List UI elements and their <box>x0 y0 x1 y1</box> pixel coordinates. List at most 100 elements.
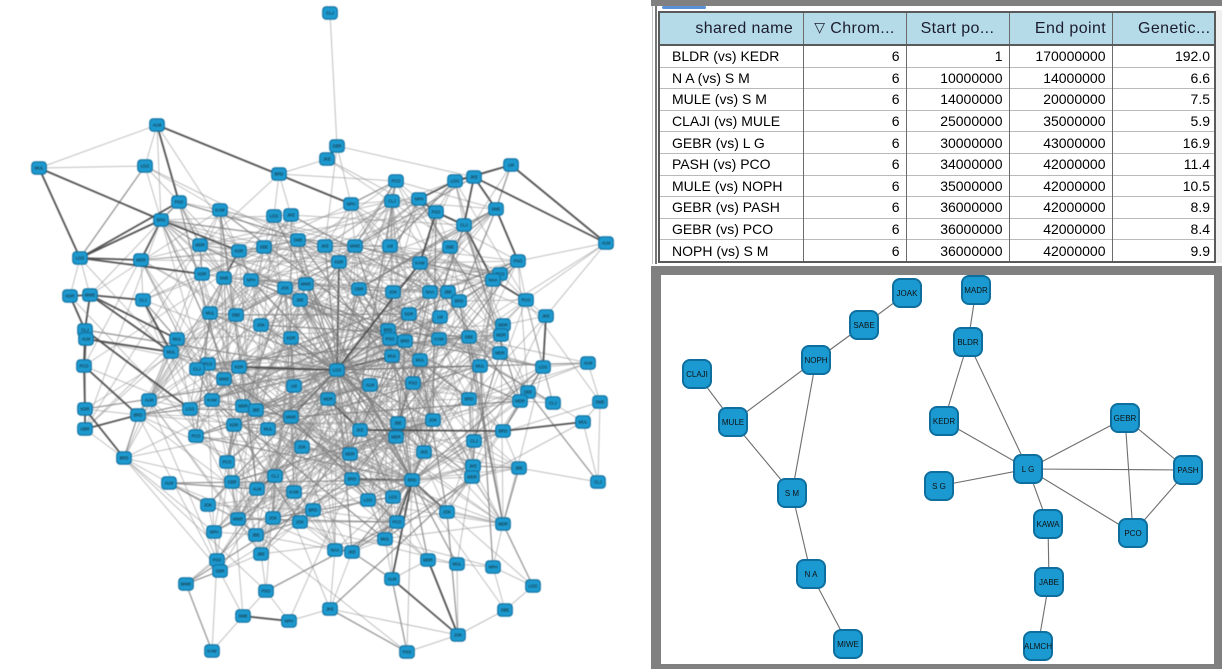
svg-text:JKE: JKE <box>470 174 478 179</box>
svg-text:MDR: MDR <box>515 398 525 403</box>
svg-text:GBR: GBR <box>227 479 236 484</box>
svg-text:MWE: MWE <box>219 376 229 381</box>
svg-text:JOAK: JOAK <box>897 289 919 298</box>
svg-text:JOK: JOK <box>257 322 265 327</box>
svg-text:PSO: PSO <box>514 258 524 263</box>
svg-text:MULE: MULE <box>722 418 744 427</box>
svg-text:LM: LM <box>387 243 393 248</box>
svg-text:BRD: BRD <box>401 338 410 343</box>
svg-text:LGG: LGG <box>529 583 538 588</box>
svg-text:PSO: PSO <box>175 199 185 204</box>
svg-text:JKE: JKE <box>348 549 356 554</box>
svg-text:PCO: PCO <box>203 361 213 366</box>
svg-text:SME: SME <box>219 275 228 280</box>
svg-text:LM: LM <box>291 383 297 388</box>
svg-text:SME: SME <box>491 206 500 211</box>
svg-text:PSO: PSO <box>386 336 396 341</box>
svg-text:JBE: JBE <box>394 420 402 425</box>
svg-text:JBE: JBE <box>252 532 260 537</box>
svg-text:MWE: MWE <box>350 243 360 248</box>
svg-text:JKE: JKE <box>321 243 329 248</box>
svg-text:PSO: PSO <box>409 380 419 385</box>
svg-text:GBR: GBR <box>332 143 341 148</box>
svg-text:JBE: JBE <box>252 407 260 412</box>
svg-text:ALM: ALM <box>584 360 593 365</box>
svg-text:BRD: BRD <box>499 428 508 433</box>
svg-text:MDR: MDR <box>495 350 505 355</box>
svg-text:MUL: MUL <box>35 165 45 170</box>
svg-text:JKE: JKE <box>287 212 295 217</box>
svg-text:CLJ: CLJ <box>271 473 278 478</box>
svg-text:BRD: BRD <box>134 412 143 417</box>
svg-text:PSO: PSO <box>262 588 272 593</box>
svg-text:KDR: KDR <box>198 271 207 276</box>
svg-text:JKE: JKE <box>326 606 334 611</box>
svg-text:MUL: MUL <box>264 426 274 431</box>
svg-text:NPH: NPH <box>210 529 219 534</box>
svg-text:GEBR: GEBR <box>1114 414 1137 423</box>
svg-text:PSO: PSO <box>213 557 223 562</box>
svg-text:KAWA: KAWA <box>1037 520 1061 529</box>
svg-text:ALM: ALM <box>153 122 162 127</box>
svg-text:LGG: LGG <box>333 367 342 372</box>
svg-text:MWE: MWE <box>286 414 296 419</box>
svg-text:PCO: PCO <box>392 519 402 524</box>
svg-text:CLJ: CLJ <box>81 327 88 332</box>
svg-text:NOPH: NOPH <box>804 356 827 365</box>
svg-text:BRD: BRD <box>465 396 474 401</box>
svg-text:LM: LM <box>437 314 443 319</box>
svg-text:LGG: LGG <box>364 497 373 502</box>
svg-text:MADR: MADR <box>964 286 988 295</box>
svg-text:ALM: ALM <box>602 240 611 245</box>
svg-text:SME: SME <box>238 613 247 618</box>
svg-text:CLJ: CLJ <box>549 400 556 405</box>
svg-text:MDR: MDR <box>195 242 205 247</box>
svg-text:MUL: MUL <box>173 336 183 341</box>
svg-text:ALM: ALM <box>145 397 154 402</box>
svg-text:MWE: MWE <box>233 516 243 521</box>
svg-text:KAW: KAW <box>289 489 298 494</box>
svg-text:LGG: LGG <box>186 406 195 411</box>
svg-text:NPH: NPH <box>489 564 498 569</box>
svg-text:MWE: MWE <box>85 292 95 297</box>
svg-text:LGG: LGG <box>389 494 398 499</box>
svg-text:LGG: LGG <box>76 255 85 260</box>
svg-text:KDR: KDR <box>335 259 344 264</box>
svg-text:MUL: MUL <box>381 536 391 541</box>
svg-text:MDR: MDR <box>345 451 355 456</box>
svg-text:KAW: KAW <box>207 397 216 402</box>
svg-text:MDR: MDR <box>498 521 508 526</box>
svg-text:KDR: KDR <box>235 364 244 369</box>
svg-text:KDR: KDR <box>230 422 239 427</box>
svg-text:MUL: MUL <box>388 353 398 358</box>
svg-text:ALM: ALM <box>253 486 262 491</box>
svg-text:MUL: MUL <box>167 349 177 354</box>
svg-text:NPH: NPH <box>247 277 256 282</box>
svg-text:LGG: LGG <box>451 178 460 183</box>
svg-text:ALM: ALM <box>366 382 375 387</box>
svg-text:PCO: PCO <box>191 433 201 438</box>
svg-text:MUL: MUL <box>453 561 463 566</box>
svg-text:SABE: SABE <box>853 321 874 330</box>
svg-text:JKE: JKE <box>542 313 550 318</box>
svg-text:MDR: MDR <box>323 396 333 401</box>
svg-text:JBE: JBE <box>257 551 265 556</box>
svg-text:JBE: JBE <box>296 297 304 302</box>
svg-text:ALM: ALM <box>388 576 397 581</box>
svg-text:NAA: NAA <box>489 277 498 282</box>
svg-text:CLJ: CLJ <box>388 198 395 203</box>
svg-text:BRD: BRD <box>348 476 357 481</box>
svg-text:JOK: JOK <box>389 289 397 294</box>
svg-text:NAA: NAA <box>426 289 435 294</box>
svg-text:CLJ: CLJ <box>470 438 477 443</box>
svg-text:ALMCH: ALMCH <box>1024 642 1052 651</box>
svg-text:JOK: JOK <box>443 509 451 514</box>
svg-text:JOK: JOK <box>298 444 306 449</box>
svg-text:SBE: SBE <box>260 244 269 249</box>
svg-text:SBE: SBE <box>501 607 510 612</box>
svg-text:BRD: BRD <box>408 477 417 482</box>
svg-text:PASH: PASH <box>1177 466 1198 475</box>
svg-text:CLAJI: CLAJI <box>686 370 708 379</box>
svg-text:CLJ: CLJ <box>460 222 467 227</box>
svg-text:CLJ: CLJ <box>139 297 146 302</box>
